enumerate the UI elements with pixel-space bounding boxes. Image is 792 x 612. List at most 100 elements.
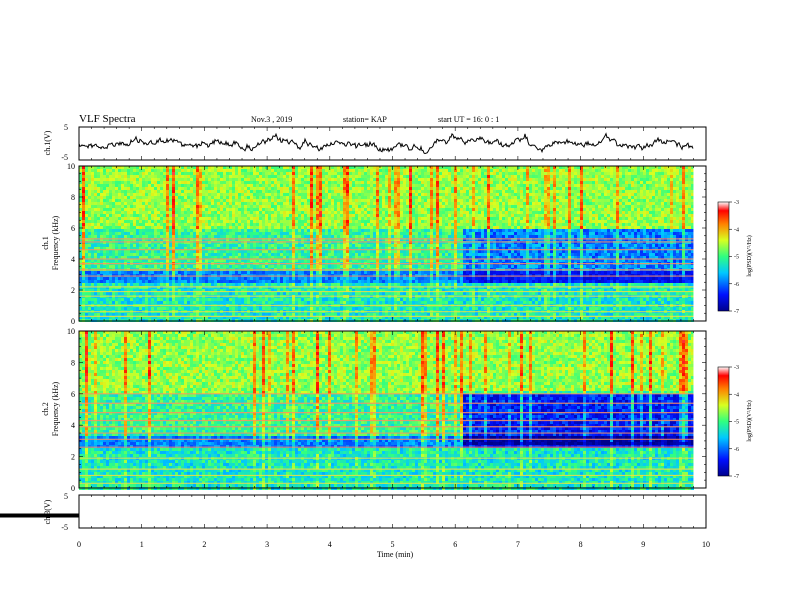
spectrogram-cell	[193, 190, 196, 193]
spectrogram-cell	[247, 277, 250, 280]
spectrogram-cell	[139, 199, 142, 202]
spectrogram-cell	[220, 292, 223, 295]
spectrogram-cell	[241, 229, 244, 232]
spectrogram-cell	[244, 175, 247, 178]
spectrogram-cell	[316, 232, 319, 235]
spectrogram-cell	[130, 184, 133, 187]
spectrogram-cell	[310, 178, 313, 181]
spectrogram-cell	[346, 214, 349, 217]
spectrogram-cell	[193, 181, 196, 184]
spectrogram-cell	[217, 253, 220, 256]
spectrogram-cell	[337, 217, 340, 220]
spectrogram-cell	[172, 271, 175, 274]
spectrogram-cell	[223, 184, 226, 187]
spectrogram-cell	[349, 226, 352, 229]
spectrogram-cell	[265, 259, 268, 262]
spectrogram-cell	[181, 214, 184, 217]
spectrogram-cell	[178, 223, 181, 226]
spectrogram-cell	[142, 247, 145, 250]
spectrogram-cell	[220, 232, 223, 235]
spectrogram-cell	[115, 316, 118, 319]
spectrogram-cell	[301, 247, 304, 250]
spectrogram-cell	[280, 211, 283, 214]
spectrogram-cell	[82, 166, 85, 169]
spectrogram-cell	[310, 238, 313, 241]
spectrogram-cell	[298, 217, 301, 220]
spectrogram-cell	[232, 211, 235, 214]
spectrogram-cell	[91, 307, 94, 310]
spectrogram-cell	[271, 316, 274, 319]
spectrogram-cell	[199, 208, 202, 211]
spectrogram-cell	[91, 238, 94, 241]
spectrogram-cell	[247, 271, 250, 274]
spectrogram-cell	[187, 178, 190, 181]
spectrogram-cell	[103, 250, 106, 253]
spectrogram-cell	[256, 190, 259, 193]
spectrogram-cell	[292, 208, 295, 211]
spectrogram-cell	[337, 184, 340, 187]
spectrogram-cell	[187, 256, 190, 259]
spectrogram-cell	[115, 211, 118, 214]
spectrogram-cell	[184, 217, 187, 220]
spectrogram-cell	[229, 235, 232, 238]
spectrogram-cell	[208, 223, 211, 226]
spectrogram-cell	[88, 280, 91, 283]
spectrogram-cell	[307, 301, 310, 304]
spectrogram-cell	[265, 208, 268, 211]
spectrogram-cell	[184, 208, 187, 211]
spectrogram-cell	[142, 277, 145, 280]
spectrogram-cell	[229, 238, 232, 241]
spectrogram-cell	[334, 214, 337, 217]
spectrogram-cell	[253, 187, 256, 190]
spectrogram-cell	[253, 196, 256, 199]
spectrogram-cell	[193, 271, 196, 274]
spectrogram-cell	[103, 265, 106, 268]
spectrogram-cell	[154, 178, 157, 181]
spectrogram-cell	[148, 256, 151, 259]
spectrogram-cell	[121, 277, 124, 280]
spectrogram-cell	[310, 247, 313, 250]
spectrogram-cell	[256, 283, 259, 286]
spectrogram-cell	[268, 316, 271, 319]
spectrogram-cell	[355, 181, 358, 184]
spectrogram-cell	[313, 256, 316, 259]
spectrogram-cell	[262, 226, 265, 229]
spectrogram-cell	[343, 226, 346, 229]
spectrogram-cell	[103, 211, 106, 214]
spectrogram-cell	[133, 283, 136, 286]
spectrogram-cell	[226, 256, 229, 259]
spectrogram-cell	[79, 205, 82, 208]
spectrogram-cell	[259, 229, 262, 232]
spectrogram-cell	[103, 244, 106, 247]
spectrogram-cell	[283, 166, 286, 169]
spectrogram-cell	[352, 205, 355, 208]
spectrogram-cell	[145, 181, 148, 184]
spectrogram-cell	[127, 214, 130, 217]
spectrogram-cell	[193, 187, 196, 190]
spectrogram-cell	[217, 184, 220, 187]
spectrogram-cell	[136, 223, 139, 226]
figure-title: VLF Spectra	[79, 113, 136, 125]
spectrogram-cell	[307, 316, 310, 319]
spectrogram-cell	[295, 256, 298, 259]
spectrogram-cell	[319, 196, 322, 199]
spectrogram-cell	[199, 238, 202, 241]
spectrogram-cell	[289, 292, 292, 295]
spectrogram-cell	[268, 259, 271, 262]
spectrogram-cell	[163, 202, 166, 205]
spectrogram-cell	[115, 202, 118, 205]
spectrogram-cell	[112, 220, 115, 223]
spectrogram-cell	[337, 202, 340, 205]
spectrogram-cell	[199, 178, 202, 181]
spectrogram-cell	[328, 280, 331, 283]
spectrogram-cell	[163, 277, 166, 280]
spectrogram-cell	[85, 298, 88, 301]
spectrogram-cell	[88, 196, 91, 199]
spectrogram-cell	[226, 265, 229, 268]
spectrogram-cell	[229, 259, 232, 262]
spectrogram-cell	[268, 199, 271, 202]
spectrogram-cell	[343, 232, 346, 235]
spectrogram-cell	[358, 214, 361, 217]
spectrogram-cell	[337, 292, 340, 295]
spectrogram-cell	[334, 292, 337, 295]
